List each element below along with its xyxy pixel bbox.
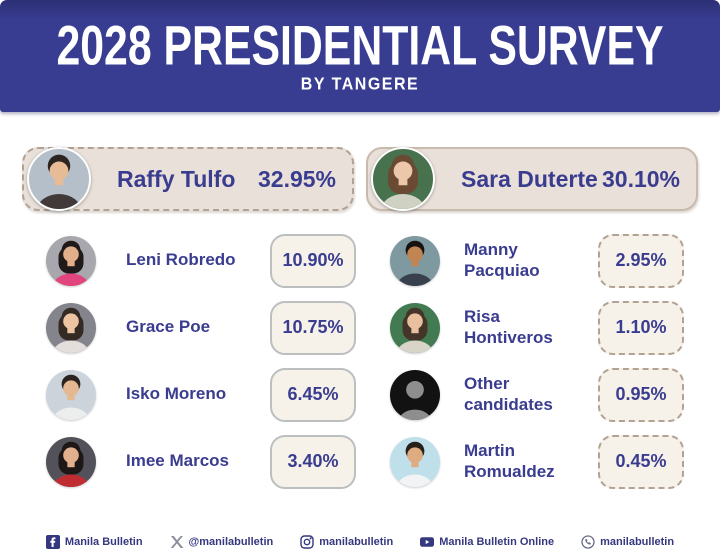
instagram-icon <box>300 535 314 549</box>
social-handle: manilabulletin <box>319 536 394 548</box>
header-banner: 2028 PRESIDENTIAL SURVEY BY TANGERE <box>0 0 720 112</box>
candidate-percentage: 30.10% <box>601 165 680 192</box>
candidates-column-left: Leni Robredo 10.90% Grace Poe 10.75% Isk… <box>46 233 356 489</box>
leader-card-raffy-tulfo: Raffy Tulfo 32.95% <box>22 147 354 211</box>
candidate-name: Risa Hontiveros <box>464 307 553 347</box>
candidates-column-right: Manny Pacquiao 2.95% Risa Hontiveros 1.1… <box>390 233 684 489</box>
candidates-grid: Leni Robredo 10.90% Grace Poe 10.75% Isk… <box>46 233 684 489</box>
avatar <box>46 302 96 353</box>
candidate-percentage: 32.95% <box>257 165 336 192</box>
candidate-percentage: 2.95% <box>598 233 684 288</box>
candidate-name: Leni Robredo <box>126 250 236 270</box>
candidate-row: Martin Romualdez 0.45% <box>390 434 684 489</box>
candidate-percentage: 6.45% <box>270 367 356 422</box>
candidate-name: Grace Poe <box>126 317 211 337</box>
social-link-viber[interactable]: manilabulletin <box>581 535 674 549</box>
avatar <box>371 147 435 211</box>
candidate-row: Imee Marcos 3.40% <box>46 434 356 489</box>
x-icon <box>170 536 183 548</box>
social-footer: Manila Bulletin @manilabulletin manilabu… <box>0 535 720 549</box>
avatar <box>390 302 440 353</box>
social-link-facebook[interactable]: Manila Bulletin <box>45 535 143 549</box>
candidate-row: Manny Pacquiao 2.95% <box>390 233 684 288</box>
candidate-name: Sara Duterte <box>461 165 598 192</box>
avatar <box>27 147 91 211</box>
candidate-name: Imee Marcos <box>126 451 229 471</box>
avatar <box>46 369 96 420</box>
social-link-youtube[interactable]: Manila Bulletin Online <box>420 535 554 549</box>
avatar <box>390 369 440 420</box>
page-title: 2028 PRESIDENTIAL SURVEY <box>56 14 664 77</box>
avatar <box>46 436 96 487</box>
facebook-icon <box>45 535 60 549</box>
social-handle: manilabulletin <box>600 536 675 548</box>
social-handle: Manila Bulletin Online <box>439 536 555 548</box>
candidate-name: Raffy Tulfo <box>117 165 236 192</box>
candidate-percentage: 10.90% <box>270 233 356 288</box>
social-link-instagram[interactable]: manilabulletin <box>300 535 393 549</box>
candidate-row: Leni Robredo 10.90% <box>46 233 356 288</box>
candidate-name: Other candidates <box>464 374 553 414</box>
social-handle: Manila Bulletin <box>64 536 143 548</box>
social-handle: @manilabulletin <box>188 536 274 548</box>
candidate-row: Isko Moreno 6.45% <box>46 367 356 422</box>
candidate-name: Isko Moreno <box>126 384 227 404</box>
candidate-percentage: 3.40% <box>270 434 356 489</box>
candidate-row: Other candidates 0.95% <box>390 367 684 422</box>
candidate-percentage: 10.75% <box>270 300 356 355</box>
avatar <box>390 235 440 286</box>
candidate-row: Risa Hontiveros 1.10% <box>390 300 684 355</box>
candidate-name: Manny Pacquiao <box>464 240 540 280</box>
viber-icon <box>581 535 595 549</box>
candidate-percentage: 0.45% <box>598 434 684 489</box>
social-link-x[interactable]: @manilabulletin <box>170 535 274 549</box>
leaders-row: Raffy Tulfo 32.95% Sara Duterte 30.10% <box>22 147 698 211</box>
avatar <box>46 235 96 286</box>
candidate-row: Grace Poe 10.75% <box>46 300 356 355</box>
candidate-percentage: 0.95% <box>598 367 684 422</box>
page-subtitle: BY TANGERE <box>300 75 420 94</box>
candidate-name: Martin Romualdez <box>464 441 555 481</box>
candidate-percentage: 1.10% <box>598 300 684 355</box>
leader-card-sara-duterte: Sara Duterte 30.10% <box>366 147 698 211</box>
avatar <box>390 436 440 487</box>
youtube-icon <box>420 537 435 547</box>
